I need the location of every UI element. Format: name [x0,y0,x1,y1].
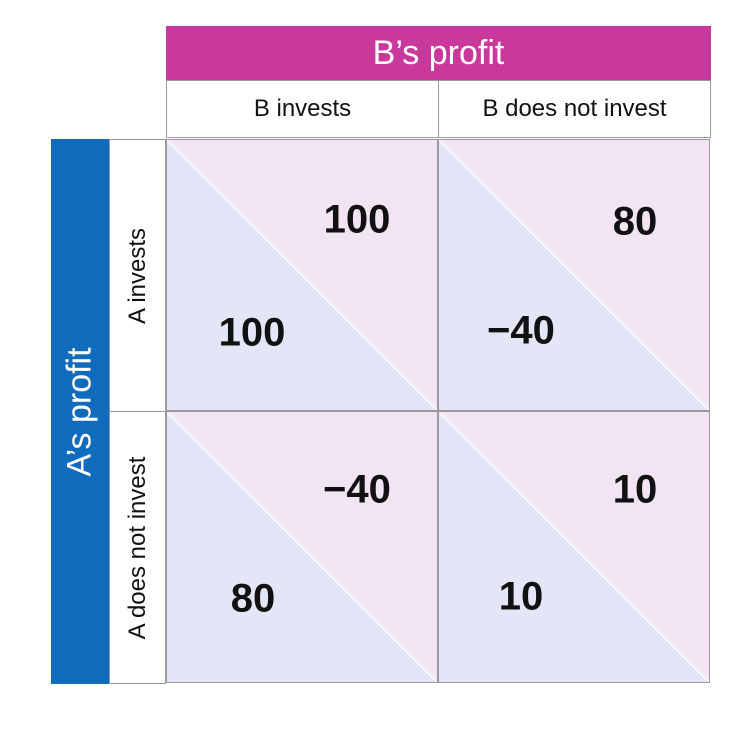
cell-triangles [439,140,709,410]
b-payoff-value: 80 [612,199,658,244]
a-profit-header-text: A’s profit [60,346,99,477]
a-payoff-value: 100 [218,310,286,355]
diagonal-divider [167,140,437,410]
cell-triangles [167,412,437,682]
a-profit-header: A’s profit [51,139,109,684]
diagonal-divider [167,412,437,682]
payoff-cell-a-does-not-invest-b-does-not-invest: 10 10 [438,411,710,683]
payoff-cell-a-invests-b-invests: 100 100 [166,139,438,411]
b-payoff-value: 10 [612,467,658,512]
cell-triangles [167,140,437,410]
b-profit-header: B’s profit [166,26,711,80]
col-label-b-invests: B invests [166,80,439,138]
a-payoff-value: 10 [498,574,544,619]
a-payoff-value: 80 [230,576,276,621]
payoff-cell-a-does-not-invest-b-invests: −40 80 [166,411,438,683]
row-label-text: A invests [123,227,151,324]
col-label-b-does-not-invest: B does not invest [438,80,711,138]
row-label-text: A does not invest [123,456,151,639]
row-label-a-does-not-invest: A does not invest [109,411,166,684]
b-profit-header-text: B’s profit [372,33,505,72]
col-label-text: B invests [253,95,352,122]
row-label-a-invests: A invests [109,139,166,412]
diagonal-divider [439,140,709,410]
payoff-cell-a-invests-b-does-not-invest: 80 −40 [438,139,710,411]
b-payoff-value: −40 [323,467,391,512]
a-payoff-value: −40 [487,308,555,353]
b-payoff-value: 100 [323,197,391,242]
diagonal-divider [439,412,709,682]
cell-triangles [439,412,709,682]
col-label-text: B does not invest [482,95,667,122]
